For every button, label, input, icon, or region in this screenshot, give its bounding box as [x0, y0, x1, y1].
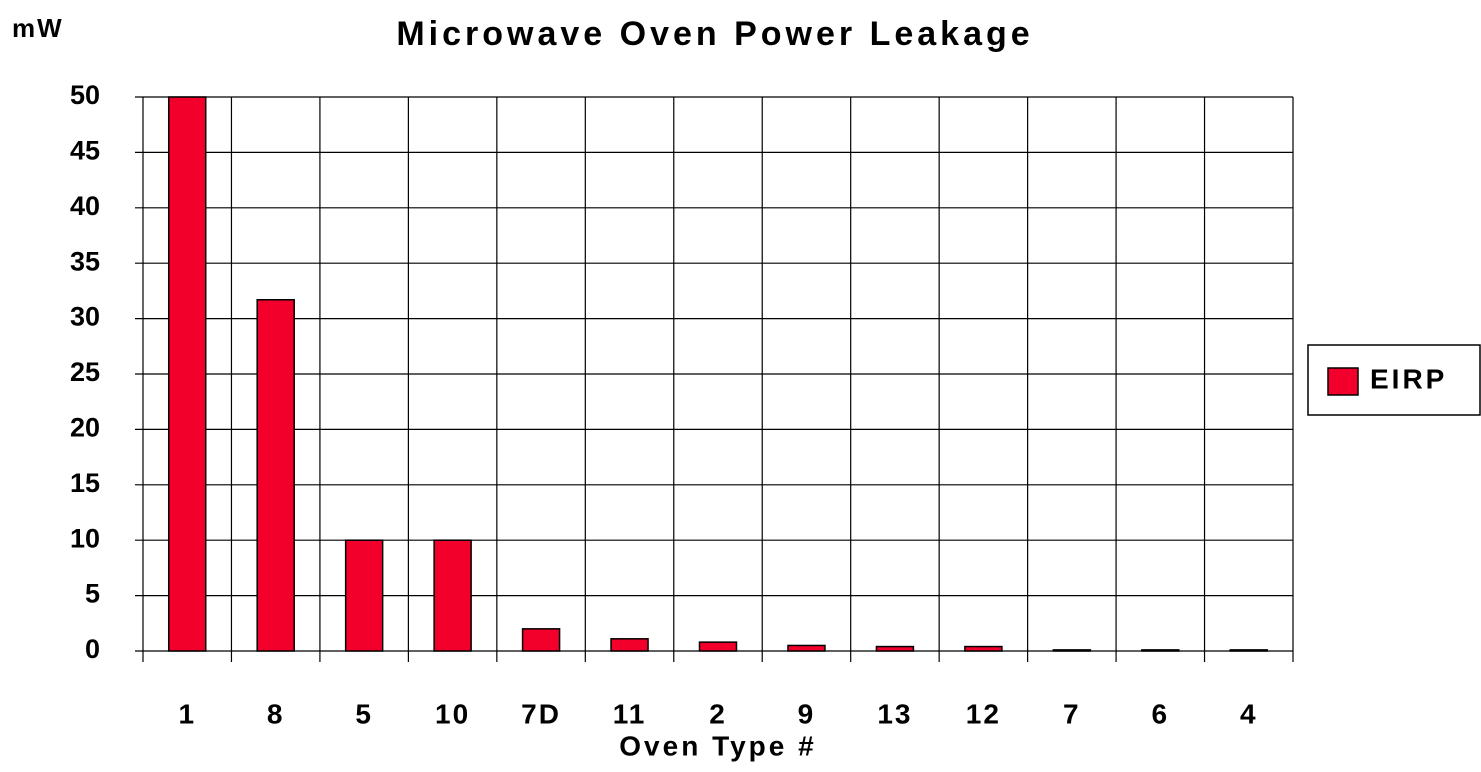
y-tick-label: 15	[70, 468, 100, 498]
x-tick-label: 9	[798, 698, 816, 729]
x-tick-label: 5	[355, 698, 373, 729]
x-tick-label: 6	[1152, 698, 1170, 729]
x-tick-label: 8	[267, 698, 285, 729]
y-axis-label: mW	[12, 13, 64, 43]
y-tick-label: 35	[70, 246, 100, 276]
bar	[1052, 649, 1092, 652]
y-tick-label: 10	[70, 523, 100, 553]
bar	[344, 539, 384, 652]
x-tick-label: 7	[1063, 698, 1081, 729]
bar	[698, 641, 738, 652]
bar	[610, 638, 649, 652]
x-tick-label: 4	[1240, 698, 1258, 729]
y-tick-label: 30	[70, 302, 100, 332]
x-tick-label: 11	[613, 698, 647, 729]
x-tick-label: 12	[966, 698, 1001, 729]
bar	[521, 628, 561, 652]
x-axis-label: Oven Type #	[619, 730, 816, 761]
chart-title: Microwave Oven Power Leakage	[396, 15, 1033, 53]
bar	[1141, 649, 1180, 652]
bar	[964, 645, 1003, 652]
bar	[256, 299, 295, 652]
x-tick-label: 1	[178, 698, 196, 729]
y-tick-label: 0	[85, 634, 100, 664]
y-tick-label: 20	[70, 413, 100, 443]
y-tick-label: 25	[70, 357, 100, 387]
bar	[787, 644, 826, 652]
x-tick-label: 2	[709, 698, 727, 729]
x-tick-label: 13	[877, 698, 912, 729]
y-tick-label: 50	[70, 80, 100, 110]
legend-label: EIRP	[1370, 363, 1447, 394]
bar	[875, 645, 915, 652]
bar	[167, 96, 207, 652]
y-tick-label: 5	[85, 579, 100, 609]
x-tick-label: 7D	[521, 698, 561, 729]
x-tick-label: 10	[435, 698, 470, 729]
bar	[433, 539, 472, 652]
legend-swatch	[1327, 367, 1359, 396]
y-tick-label: 45	[70, 136, 100, 166]
bar	[1229, 649, 1269, 652]
y-tick-label: 40	[70, 191, 100, 221]
